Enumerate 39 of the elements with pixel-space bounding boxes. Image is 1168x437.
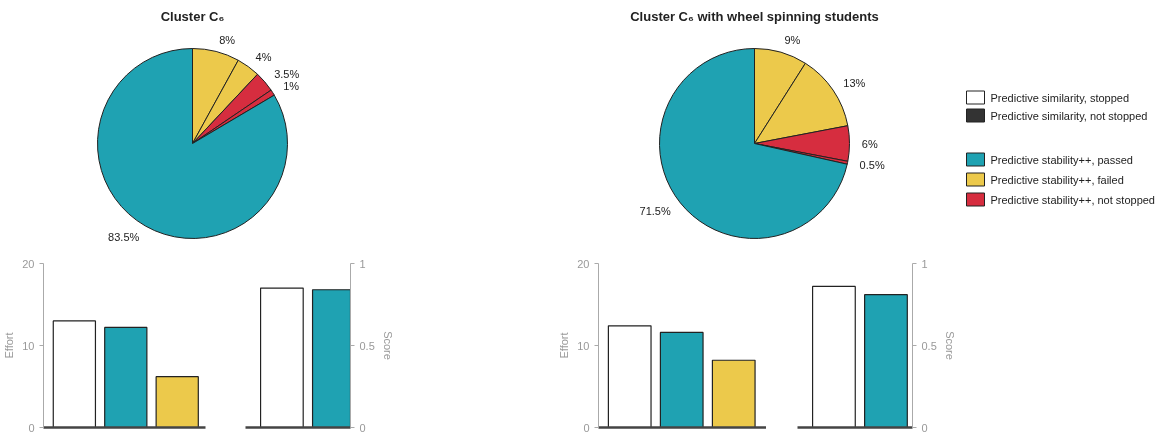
bar [607, 325, 652, 428]
data-label: 6% [861, 137, 878, 150]
y2-tick-label: 0.5 [359, 339, 375, 352]
y2-tick-label: 0 [921, 421, 928, 434]
y2-tick-label: 0.5 [921, 339, 937, 352]
y2-axis-title: Score [943, 331, 956, 360]
y2-tick-label: 1 [921, 257, 928, 270]
data-label: 0.5% [859, 159, 885, 172]
y-axis-title: Effort [3, 332, 16, 359]
legend-label: Predictive similarity, not stopped [990, 109, 1148, 122]
y2-tick-label: 0 [359, 421, 366, 434]
data-label: 71.5% [639, 204, 671, 217]
bar [659, 331, 704, 428]
data-label: 1% [283, 79, 300, 92]
data-label: 83.5% [108, 230, 140, 243]
data-label: 9% [784, 34, 801, 47]
y2-tick-label: 1 [359, 257, 366, 270]
y2-axis-title: Score [381, 331, 394, 360]
data-label: 8% [219, 33, 236, 46]
y-tick-label: 10 [22, 339, 35, 352]
bar [711, 359, 756, 428]
data-label: 3.5% [274, 67, 300, 80]
legend-label: Predictive stability++, failed [990, 173, 1124, 186]
data-label: 13% [843, 77, 866, 90]
y-tick-label: 20 [22, 257, 35, 270]
chart-title: Cluster C₆ with wheel spinning students [630, 9, 879, 24]
chart-title: Cluster C₆ [160, 9, 225, 24]
legend-label: Predictive stability++, passed [990, 153, 1133, 166]
bar [104, 326, 148, 428]
y-tick-label: 0 [583, 421, 590, 434]
data-label: 4% [255, 50, 272, 63]
legend-label: Predictive stability++, not stopped [990, 193, 1155, 206]
bar [155, 376, 199, 428]
y-tick-label: 0 [28, 421, 35, 434]
y-tick-label: 10 [577, 339, 590, 352]
y-axis-title: Effort [558, 332, 571, 359]
y-tick-label: 20 [577, 257, 590, 270]
legend-label: Predictive similarity, stopped [990, 91, 1130, 104]
bar [52, 320, 97, 428]
